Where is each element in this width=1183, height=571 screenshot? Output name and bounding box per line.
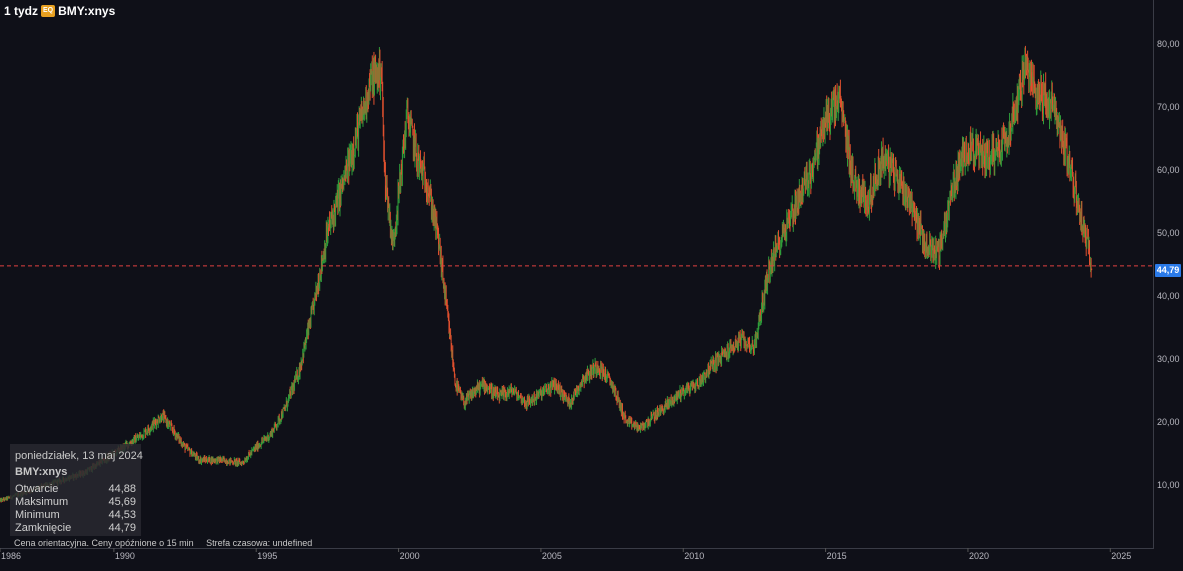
y-tick-label: 40,00: [1157, 291, 1180, 301]
tooltip-label: Otwarcie: [15, 483, 59, 495]
tooltip-label: Zamknięcie: [15, 522, 72, 534]
chart-footer: Cena orientacyjna. Ceny opóźnione o 15 m…: [14, 538, 312, 548]
timezone-note: Strefa czasowa: undefined: [206, 538, 313, 548]
tooltip-row-high: Maksimum 45,69: [15, 496, 136, 509]
x-tick-label: 2005: [542, 551, 562, 561]
tooltip-value: 45,69: [108, 496, 136, 508]
chart-header: 1 tydz EQ BMY:xnys: [4, 4, 115, 18]
symbol-label[interactable]: BMY:xnys: [58, 4, 116, 18]
y-tick-label: 10,00: [1157, 480, 1180, 490]
x-tick-label: 2025: [1111, 551, 1131, 561]
y-tick-label: 50,00: [1157, 228, 1180, 238]
candles: [0, 45, 1093, 503]
y-axis-ticks: 10,00 20,00 30,00 40,00 50,00 60,00 70,00 80,00: [1157, 39, 1180, 490]
x-tick-label: 2020: [969, 551, 989, 561]
x-tick-label: 2015: [827, 551, 847, 561]
y-tick-label: 20,00: [1157, 417, 1180, 427]
x-tick-label: 1986: [1, 551, 21, 561]
x-tick-label: 2000: [400, 551, 420, 561]
ohlc-tooltip: poniedziałek, 13 maj 2024 BMY:xnys Otwar…: [10, 444, 143, 536]
tooltip-symbol: BMY:xnys: [15, 466, 68, 478]
last-price-tag: 44,79: [1155, 264, 1181, 277]
y-tick-label: 80,00: [1157, 39, 1180, 49]
tooltip-value: 44,53: [108, 509, 136, 521]
x-tick-label: 1990: [115, 551, 135, 561]
tooltip-row-open: Otwarcie 44,88: [15, 483, 136, 496]
delay-note: Cena orientacyjna. Ceny opóźnione o 15 m…: [14, 538, 194, 548]
y-tick-label: 70,00: [1157, 102, 1180, 112]
x-axis-ticks: 1986 1990 1995 2000 2005 2010 2015 2020 2025: [0, 548, 1131, 561]
equity-badge: EQ: [41, 5, 56, 17]
y-tick-label: 60,00: [1157, 165, 1180, 175]
tooltip-row-low: Minimum 44,53: [15, 509, 136, 522]
x-tick-label: 1995: [257, 551, 277, 561]
interval-label[interactable]: 1 tydz: [4, 4, 39, 18]
tooltip-label: Maksimum: [15, 496, 69, 508]
x-tick-label: 2010: [684, 551, 704, 561]
tooltip-value: 44,79: [108, 522, 136, 534]
y-tick-label: 30,00: [1157, 354, 1180, 364]
tooltip-date: poniedziałek, 13 maj 2024: [15, 450, 143, 462]
tooltip-value: 44,88: [108, 483, 136, 495]
tooltip-label: Minimum: [15, 509, 60, 521]
tooltip-row-close: Zamknięcie 44,79: [15, 522, 136, 535]
